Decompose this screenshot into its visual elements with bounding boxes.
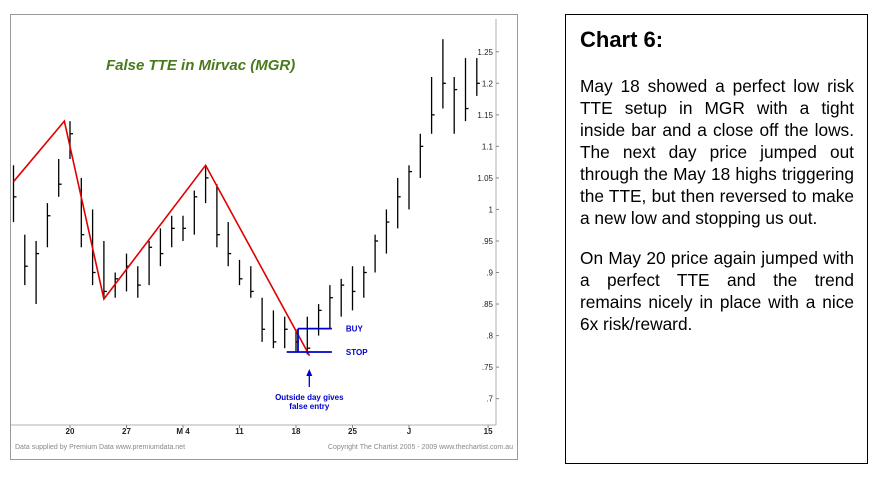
x-tick-label: 20 xyxy=(66,427,75,436)
panel-heading: Chart 6: xyxy=(580,27,664,52)
x-tick-label: 25 xyxy=(348,427,357,436)
panel-paragraph-1: May 18 showed a perfect low risk TTE set… xyxy=(580,76,854,228)
panel-paragraph-2: On May 20 price again jumped with a perf… xyxy=(580,248,854,334)
chart-title: False TTE in Mirvac (MGR) xyxy=(106,57,295,74)
footer-right: Copyright The Chartist 2005 - 2009 www.t… xyxy=(328,444,513,451)
x-tick-label: 15 xyxy=(484,427,493,436)
y-tick-label: .75 xyxy=(482,363,494,372)
y-tick-label: 1 xyxy=(489,205,494,214)
y-tick-label: .9 xyxy=(486,269,493,278)
y-tick-label: .8 xyxy=(486,332,493,341)
y-tick-label: .95 xyxy=(482,237,494,246)
y-tick-label: 1.1 xyxy=(482,142,494,151)
level-label-stop: STOP xyxy=(346,348,368,357)
y-tick-label: 1.2 xyxy=(482,79,494,88)
commentary-panel: Chart 6: May 18 showed a perfect low ris… xyxy=(565,14,868,464)
price-chart: 1.25 1.2 1.15 1.1 1.05 1 .95 .9 .85 .8 .75 .7 20 27 M … xyxy=(10,14,518,460)
annotation-line-1: Outside day gives xyxy=(275,393,344,402)
ohlc-chart-svg: 1.25 1.2 1.15 1.1 1.05 1 .95 .9 .85 .8 .75 .7 20 27 M … xyxy=(11,19,513,451)
x-tick-label: 11 xyxy=(235,427,244,436)
y-tick-label: 1.15 xyxy=(477,111,493,120)
y-tick-label: 1.25 xyxy=(477,48,493,57)
x-tick-label: 27 xyxy=(122,427,131,436)
y-tick-label: .85 xyxy=(482,300,494,309)
x-tick-label: 18 xyxy=(292,427,301,436)
y-tick-label: .7 xyxy=(486,395,493,404)
annotation-arrow-head xyxy=(306,369,313,376)
level-label-buy: BUY xyxy=(346,325,364,334)
annotation-line-2: false entry xyxy=(289,402,330,411)
x-tick-label: J xyxy=(407,427,411,436)
trend-zigzag-line xyxy=(12,119,311,357)
x-tick-label: M 4 xyxy=(176,427,190,436)
footer-left: Data supplied by Premium Data www.premiu… xyxy=(15,444,185,451)
y-tick-label: 1.05 xyxy=(477,174,493,183)
